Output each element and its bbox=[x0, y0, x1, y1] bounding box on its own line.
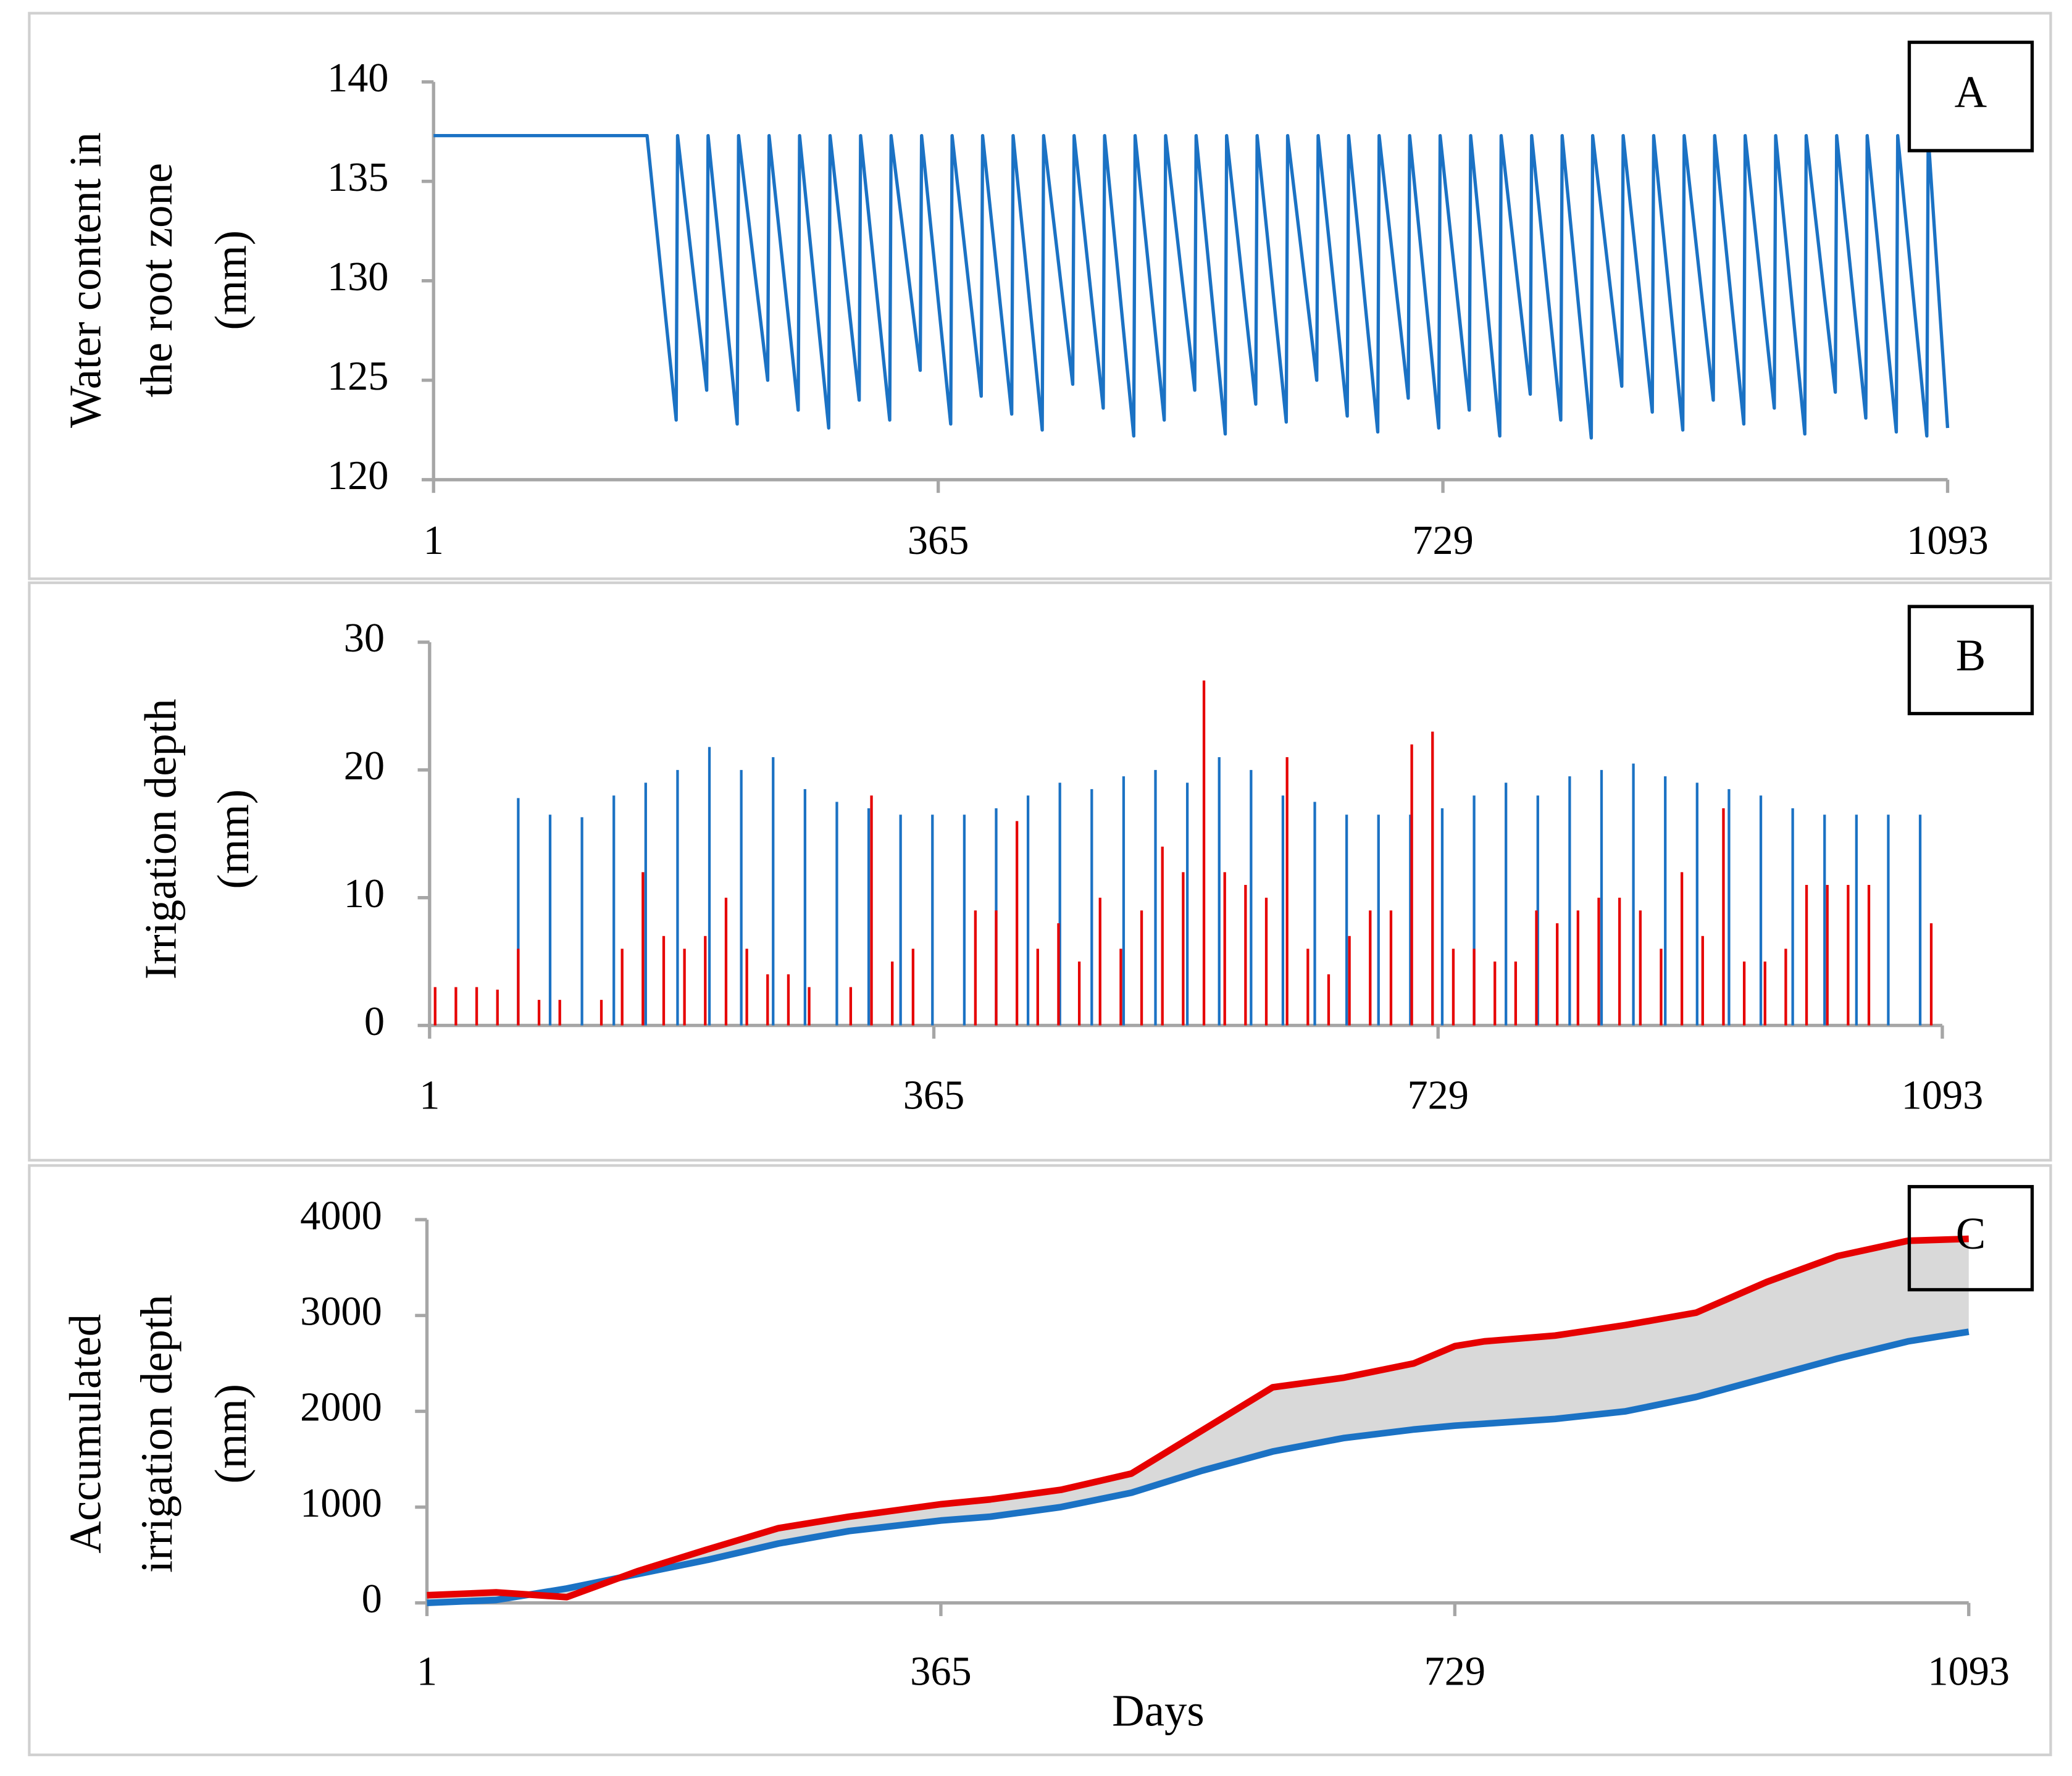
y-axis-label: irrigation depth bbox=[132, 1294, 182, 1573]
y-tick-label: 125 bbox=[327, 354, 389, 399]
line bbox=[427, 1235, 1969, 1601]
panel-label-box bbox=[1907, 1184, 2034, 1292]
panel-label-box bbox=[1907, 605, 2034, 716]
x-tick-label: 1093 bbox=[1907, 518, 1989, 563]
panel-label-box bbox=[1907, 40, 2034, 153]
y-tick-label: 1000 bbox=[300, 1481, 382, 1526]
x-tick-label: 1 bbox=[417, 1649, 437, 1694]
y-tick-label: 0 bbox=[364, 999, 385, 1044]
x-tick-label: 365 bbox=[908, 518, 969, 563]
x-tick-label: 1 bbox=[419, 1073, 440, 1118]
panel-frame bbox=[28, 1164, 2052, 1756]
y-tick-label: 120 bbox=[327, 453, 389, 498]
y-tick-label: 130 bbox=[327, 254, 389, 299]
panel-label: B bbox=[1956, 630, 1986, 681]
y-axis-label: (mm) bbox=[208, 789, 258, 889]
x-tick-label: 729 bbox=[1424, 1649, 1486, 1694]
x-tick-label: 1 bbox=[424, 518, 444, 563]
panel-frame bbox=[28, 12, 2052, 580]
y-tick-label: 20 bbox=[344, 743, 385, 789]
panel-label: C bbox=[1956, 1208, 1986, 1259]
y-tick-label: 135 bbox=[327, 155, 389, 200]
y-tick-label: 4000 bbox=[300, 1193, 382, 1238]
y-axis-label: (mm) bbox=[206, 230, 256, 330]
x-tick-label: 365 bbox=[910, 1649, 972, 1694]
x-tick-label: 1093 bbox=[1902, 1073, 1984, 1118]
line bbox=[433, 133, 1950, 440]
y-tick-label: 10 bbox=[344, 871, 385, 916]
panel-label: A bbox=[1955, 67, 1987, 117]
y-axis-label: Accumulated bbox=[61, 1314, 111, 1554]
y-axis-label: Water content in bbox=[61, 132, 111, 428]
y-axis-label: (mm) bbox=[206, 1384, 256, 1484]
x-tick-label: 1093 bbox=[1928, 1649, 2010, 1694]
y-tick-label: 2000 bbox=[300, 1385, 382, 1430]
y-tick-label: 3000 bbox=[300, 1289, 382, 1334]
y-tick-label: 140 bbox=[327, 56, 389, 101]
fill-between bbox=[427, 1239, 1969, 1603]
y-tick-label: 0 bbox=[362, 1577, 382, 1622]
x-axis-label: Days bbox=[1112, 1685, 1205, 1735]
x-tick-label: 729 bbox=[1412, 518, 1474, 563]
x-tick-label: 365 bbox=[903, 1073, 965, 1118]
y-axis-label: the root zone bbox=[132, 163, 182, 398]
x-tick-label: 729 bbox=[1407, 1073, 1469, 1118]
y-axis-label: Irrigation depth bbox=[136, 699, 186, 980]
panel-frame bbox=[28, 581, 2052, 1162]
y-tick-label: 30 bbox=[344, 616, 385, 661]
line bbox=[427, 1328, 1970, 1607]
